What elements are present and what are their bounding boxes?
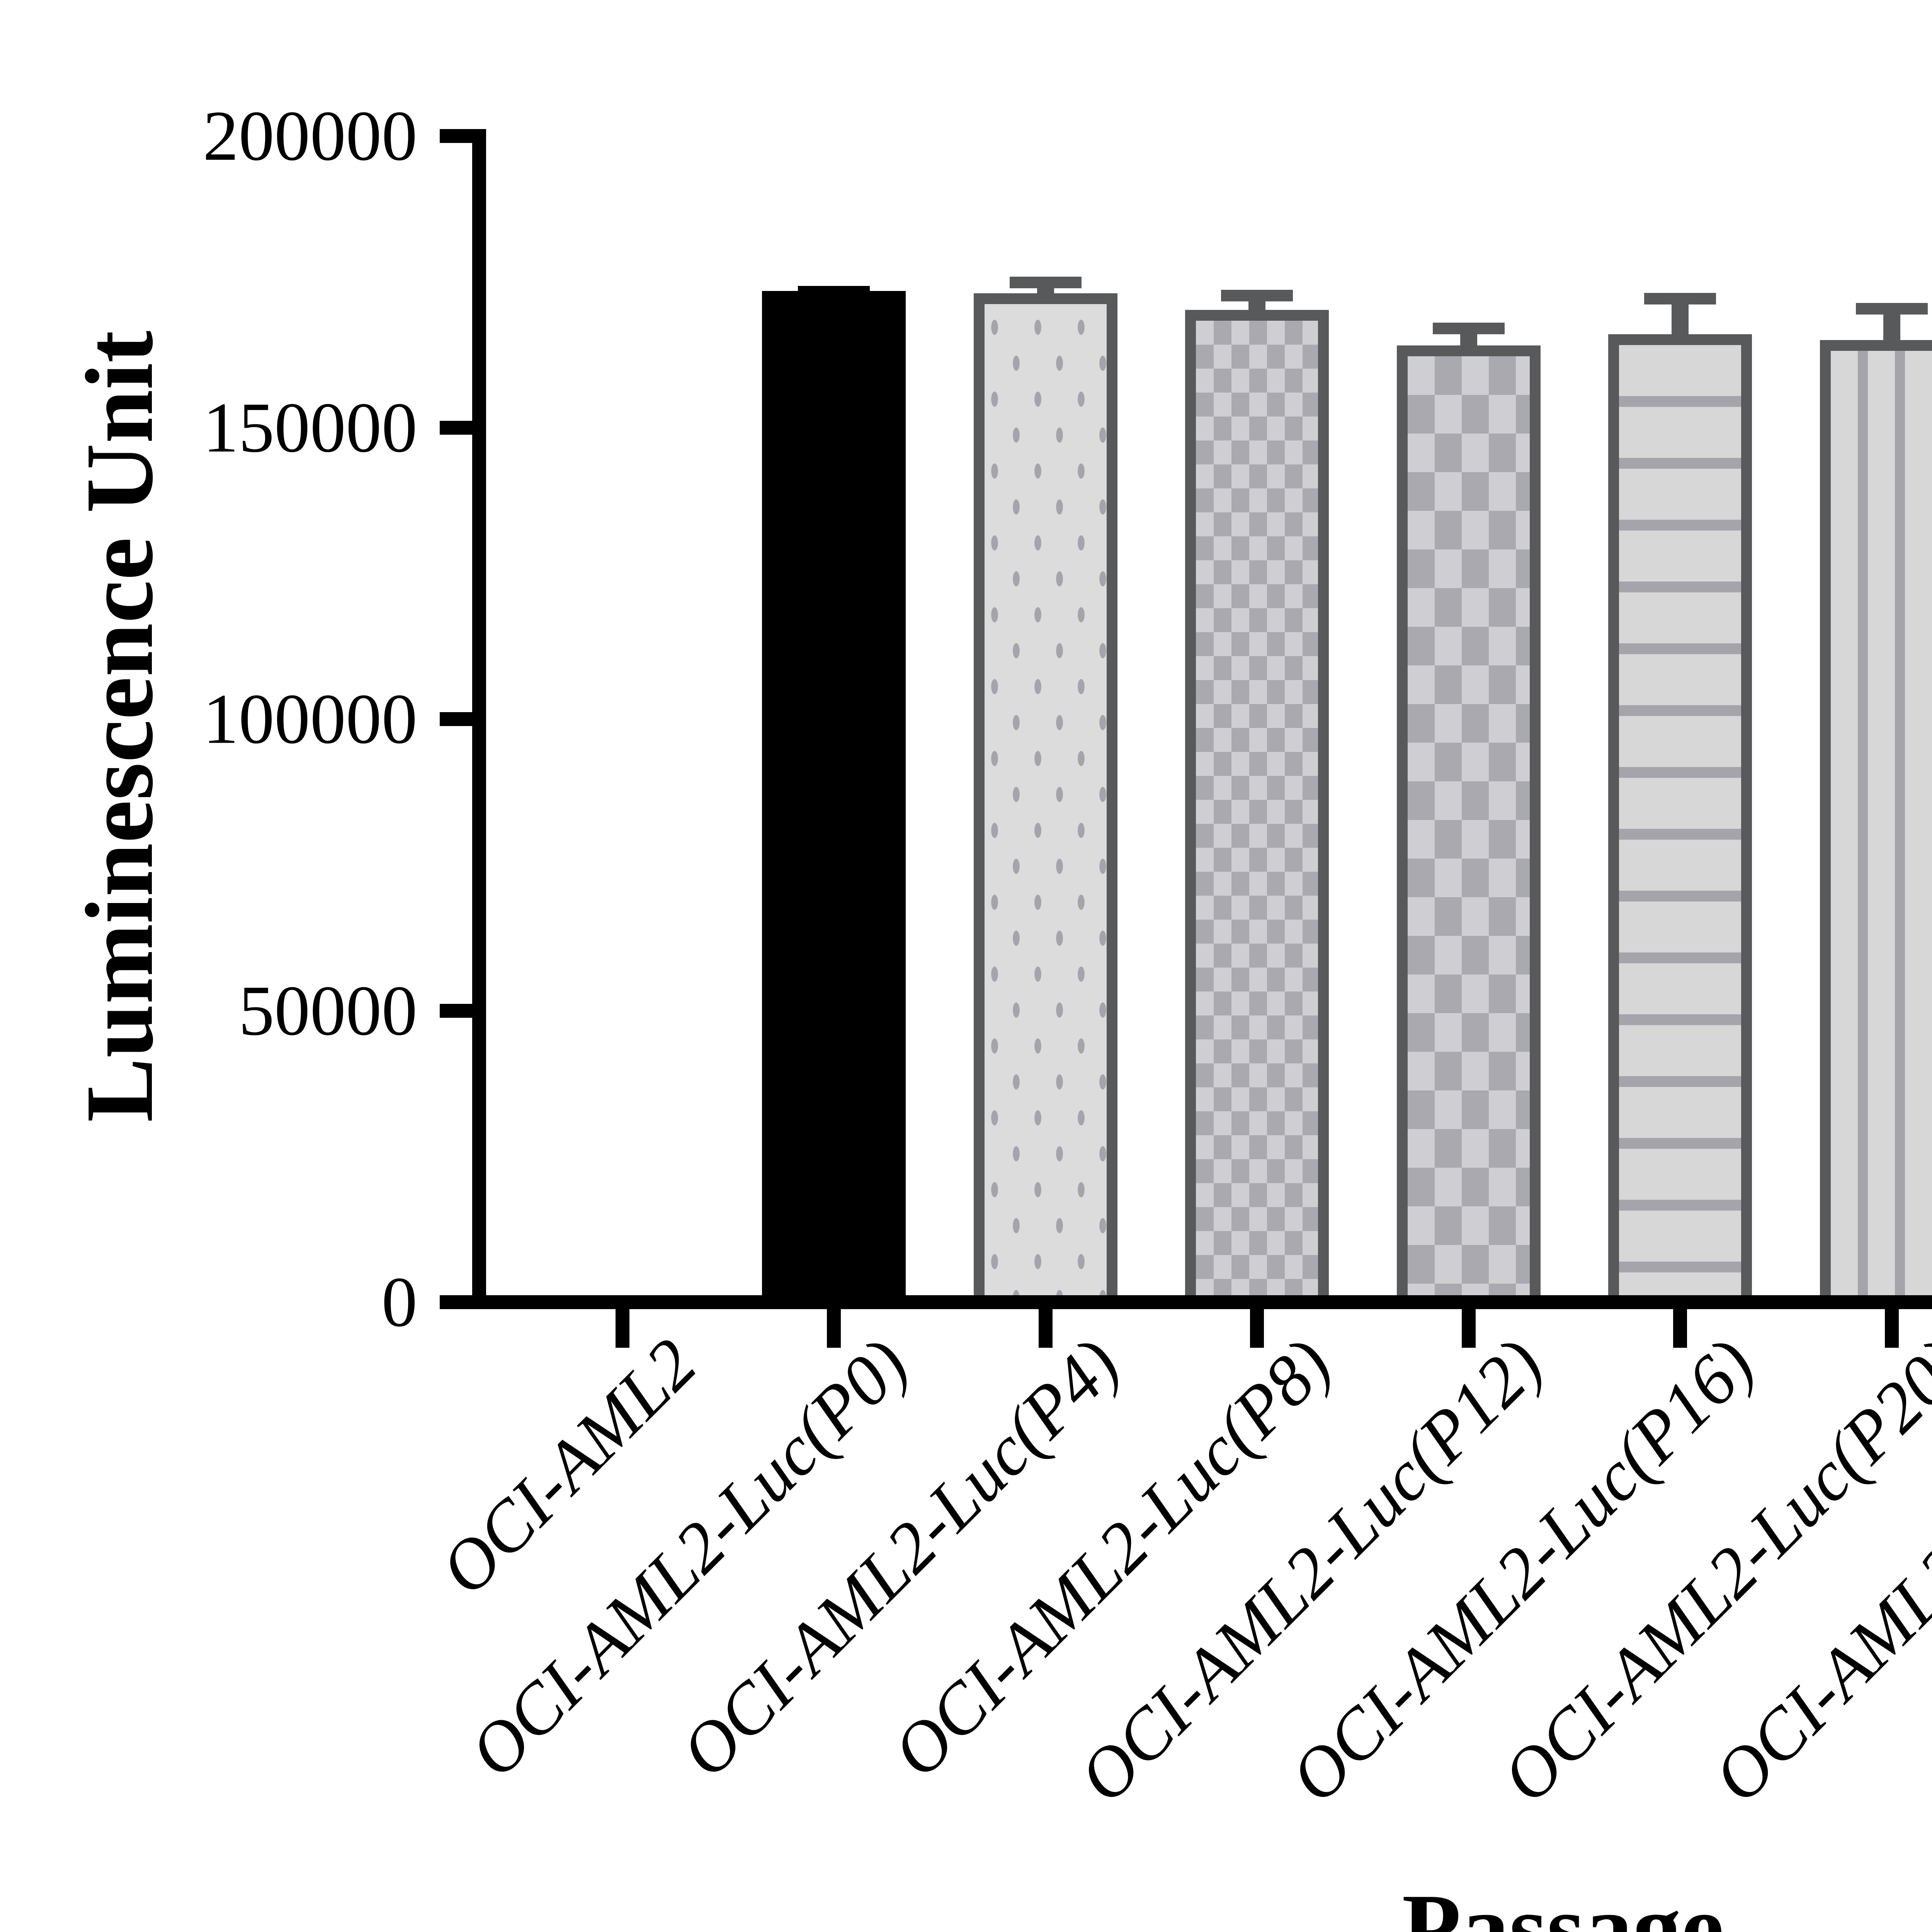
error-bar-cap <box>798 286 870 298</box>
x-tick <box>616 1309 629 1348</box>
x-tick <box>1461 1309 1476 1348</box>
y-axis-line <box>472 129 486 1309</box>
error-bar-cap <box>1855 303 1928 315</box>
y-tick-label: 200000 <box>203 96 417 176</box>
y-tick <box>440 712 472 726</box>
bar <box>973 293 1117 1306</box>
y-tick-label: 100000 <box>203 679 417 759</box>
x-tick <box>1250 1309 1264 1348</box>
error-bar-cap <box>1009 276 1082 288</box>
bar <box>1820 340 1932 1306</box>
x-axis-title: Passage <box>1402 1874 1724 1932</box>
x-tick <box>1884 1309 1899 1348</box>
bar <box>1185 310 1329 1306</box>
x-tick <box>827 1309 841 1348</box>
y-axis-title: Luminescence Unit <box>66 330 173 1122</box>
bar <box>1396 345 1541 1306</box>
y-tick <box>440 420 472 435</box>
y-tick-label: 0 <box>381 1262 418 1342</box>
y-tick-label: 50000 <box>238 971 418 1050</box>
error-bar-cap <box>1644 293 1716 304</box>
x-axis-line <box>440 1295 1932 1309</box>
y-tick <box>440 1003 472 1018</box>
bar <box>762 291 906 1306</box>
y-tick-label: 150000 <box>203 388 417 467</box>
y-tick <box>440 129 472 143</box>
y-tick <box>440 1295 472 1309</box>
x-tick <box>1673 1309 1687 1348</box>
error-bar-cap <box>1432 322 1505 334</box>
bar <box>1608 334 1752 1306</box>
x-tick <box>1038 1309 1053 1348</box>
error-bar-cap <box>1221 290 1293 302</box>
